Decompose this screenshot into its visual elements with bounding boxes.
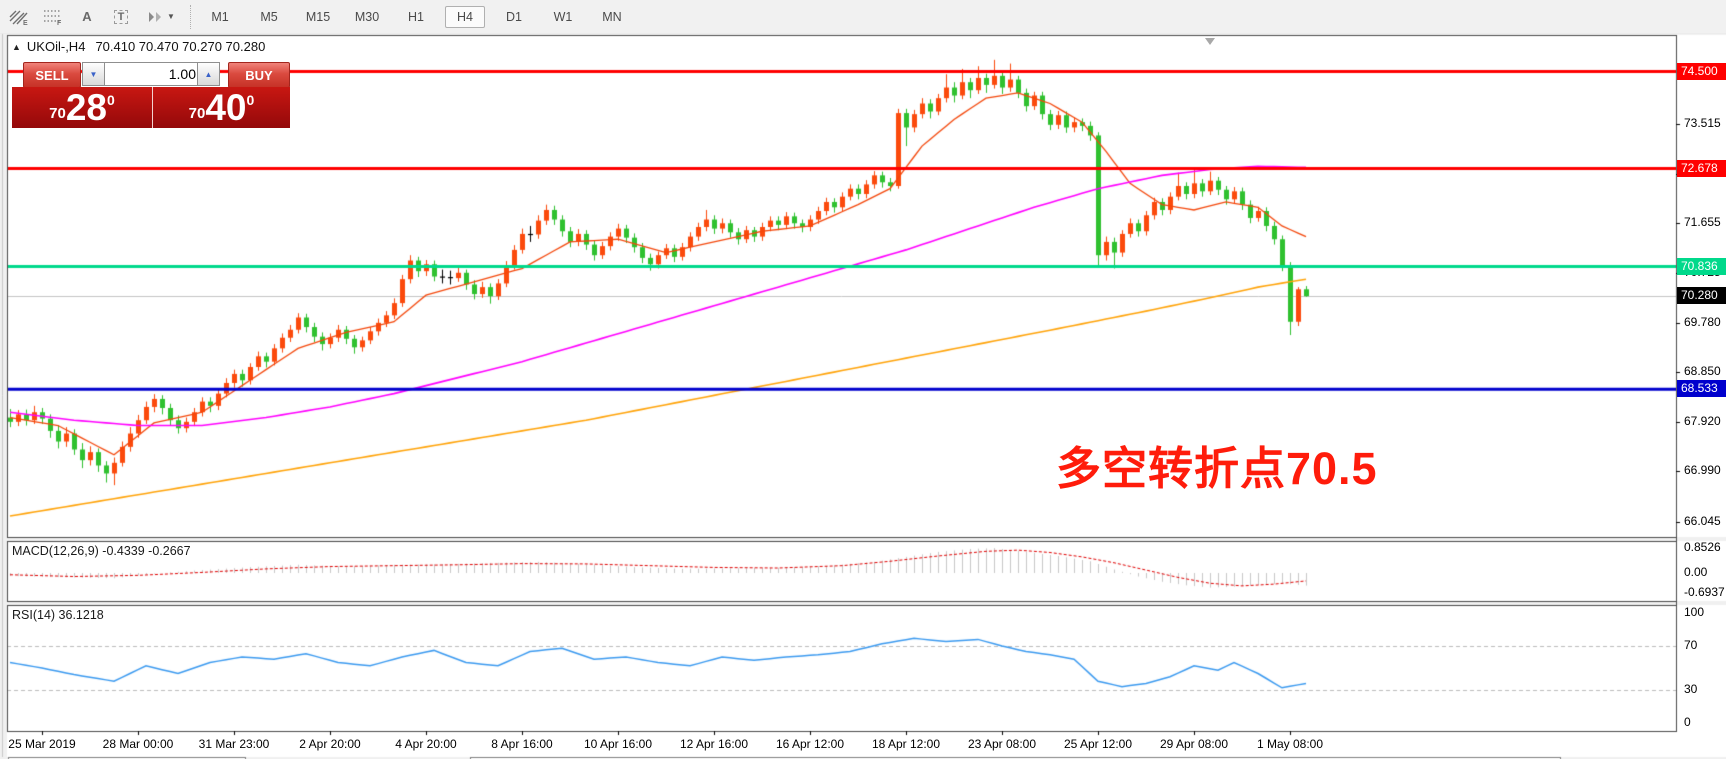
sell-price-big: 28: [65, 87, 108, 128]
buy-price-big: 40: [205, 87, 247, 128]
volume-decrease-button[interactable]: ▼: [82, 62, 105, 86]
volume-input[interactable]: [104, 62, 202, 86]
buy-button[interactable]: BUY: [228, 62, 290, 88]
volume-increase-button[interactable]: ▲: [197, 62, 220, 86]
chevron-up-icon: ▲: [204, 69, 213, 79]
buy-price-sup: 0: [246, 92, 255, 108]
buy-price-tile[interactable]: 70 40 0: [153, 87, 290, 128]
sell-price-prefix: 70: [49, 105, 66, 122]
sell-price-sup: 0: [107, 92, 115, 108]
buy-price-prefix: 70: [188, 105, 206, 122]
sell-button[interactable]: SELL: [23, 62, 81, 88]
chevron-down-icon: ▼: [89, 69, 98, 79]
one-click-trading-widget: SELL ▼ ▲ BUY 70 28 0 70 40 0: [8, 58, 292, 128]
sell-price-tile[interactable]: 70 28 0: [12, 87, 153, 128]
